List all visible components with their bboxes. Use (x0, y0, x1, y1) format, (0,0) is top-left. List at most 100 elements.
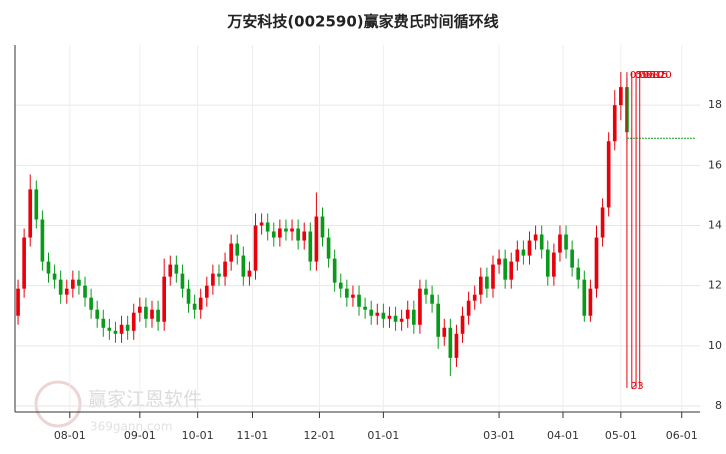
cycle-label: 05-10 (635, 70, 664, 81)
candle-body (472, 294, 477, 301)
candle-body (235, 243, 240, 256)
cycle-bottom-label: 23 (631, 381, 644, 392)
candle-body (606, 141, 611, 208)
candle-body (576, 267, 581, 280)
watermark-logo (34, 380, 82, 428)
candle-body (411, 309, 416, 325)
candle-body (369, 309, 374, 316)
candle-body (296, 228, 300, 241)
candle-body (594, 237, 599, 289)
candle-body (558, 234, 562, 253)
x-tick-label: 05-01 (605, 429, 637, 442)
candle-body (345, 288, 349, 298)
candle-body (308, 231, 313, 262)
candle-body (527, 240, 532, 256)
candle-body (278, 228, 282, 238)
candle-body (223, 261, 227, 277)
cycle-label: 05-08 (630, 70, 659, 81)
candle-body (314, 216, 319, 262)
candle-body (619, 87, 623, 106)
candle-body (515, 249, 520, 262)
candle-body (71, 279, 75, 289)
candle-body (552, 252, 556, 277)
candle-body (545, 249, 550, 277)
candle-body (46, 261, 51, 274)
candle-body (40, 219, 45, 262)
candle-body (180, 273, 185, 289)
candle-body (381, 312, 386, 319)
candle-body (271, 231, 276, 238)
candle-body (466, 300, 471, 316)
candle-body (156, 309, 160, 322)
candle-body (302, 231, 307, 241)
candle-body (34, 189, 39, 220)
candle-body (150, 309, 154, 319)
candle-body (533, 234, 538, 241)
candle-body (28, 189, 33, 238)
candle-body (22, 237, 26, 289)
candle-body (478, 276, 483, 295)
candle-body (503, 258, 507, 280)
y-tick-label: 18 (708, 98, 722, 111)
candle-body (265, 222, 270, 232)
candle-body (290, 228, 294, 232)
candle-body (326, 237, 331, 259)
chart-title: 万安科技(002590)赢家费氏时间循环线 (226, 13, 498, 31)
candle-body (363, 306, 367, 310)
candle-body (217, 273, 221, 277)
x-tick-label: 01-01 (367, 429, 399, 442)
candle-body (430, 294, 434, 304)
candle-body (259, 222, 264, 226)
candle-body (284, 228, 288, 232)
candle-body (454, 333, 459, 358)
candle-body (436, 303, 441, 337)
candle-body (357, 294, 361, 307)
candle-body (570, 249, 574, 268)
candle-body (405, 309, 410, 319)
candle-body (131, 312, 136, 331)
candle-body (52, 273, 57, 280)
candle-body (119, 324, 124, 334)
candle-body (95, 309, 100, 319)
x-tick-label: 10-01 (182, 429, 214, 442)
candle-body (351, 294, 355, 298)
candle-body (497, 258, 501, 265)
y-tick-label: 10 (708, 339, 722, 352)
candle-body (424, 288, 428, 295)
candle-body (162, 276, 167, 322)
cycle-label: 05-15 (639, 70, 668, 81)
candle-body (491, 264, 495, 289)
candle-body (83, 285, 87, 298)
candle-body (509, 261, 514, 280)
candle-body (442, 327, 447, 337)
candle-body (77, 279, 81, 286)
candle-body (16, 288, 20, 316)
candle-body (460, 315, 465, 334)
candle-body (186, 288, 191, 304)
candle-body (64, 288, 69, 295)
candle-body (399, 318, 404, 322)
x-tick-label: 08-01 (54, 429, 86, 442)
candle-body (393, 315, 398, 322)
candle-body (192, 303, 197, 310)
candle-body (588, 288, 593, 316)
candle-body (241, 255, 246, 277)
candle-body (198, 297, 203, 310)
cycle-label: 05-20 (643, 70, 672, 81)
candle-body (253, 225, 258, 271)
candle-body (521, 249, 526, 256)
x-tick-label: 03-01 (483, 429, 515, 442)
candle-body (320, 216, 325, 238)
watermark-text: 赢家江恩软件 (88, 389, 202, 411)
candle-body (113, 330, 118, 334)
y-tick-label: 12 (708, 279, 722, 292)
candle-body (211, 273, 215, 286)
candle-body (387, 315, 392, 319)
x-tick-label: 11-01 (236, 429, 268, 442)
candle-body (375, 312, 380, 316)
y-tick-label: 8 (715, 399, 722, 412)
candle-body (612, 105, 617, 142)
watermark-sub: 369gann.com (90, 420, 173, 434)
candle-body (101, 318, 106, 328)
